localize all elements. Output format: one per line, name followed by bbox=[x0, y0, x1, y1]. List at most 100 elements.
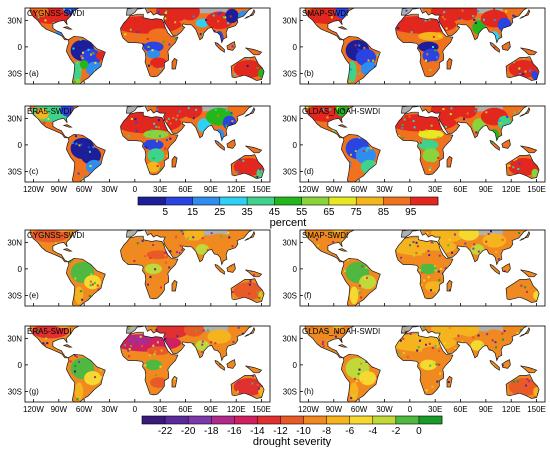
value-patch bbox=[80, 146, 102, 165]
speckle bbox=[518, 231, 521, 234]
lon-tick-label: 60W bbox=[351, 185, 368, 194]
coastline-sa bbox=[66, 353, 106, 402]
speckle bbox=[404, 330, 407, 333]
speckle bbox=[410, 31, 413, 34]
speckle bbox=[42, 234, 45, 237]
speckle bbox=[142, 43, 145, 46]
speckle bbox=[506, 115, 509, 118]
coastline-japan bbox=[244, 9, 256, 19]
coastline-japan bbox=[244, 231, 256, 241]
speckle bbox=[90, 273, 93, 276]
lat-tick-label: 30S bbox=[283, 291, 297, 300]
speckle bbox=[405, 9, 408, 12]
speckle bbox=[431, 241, 434, 244]
speckle bbox=[154, 268, 157, 271]
colorbar-frame bbox=[137, 196, 439, 206]
lat-tick-label: 30S bbox=[283, 69, 297, 78]
speckle bbox=[445, 240, 448, 243]
value-patch bbox=[314, 92, 351, 106]
speckle bbox=[403, 329, 406, 332]
speckle bbox=[259, 73, 262, 76]
colorbar-tick-label: -6 bbox=[345, 426, 354, 437]
speckle bbox=[192, 15, 195, 18]
speckle bbox=[514, 15, 517, 18]
speckle bbox=[79, 290, 82, 293]
lat-tick-label: 30S bbox=[8, 69, 22, 78]
speckle bbox=[210, 232, 213, 235]
speckle bbox=[76, 398, 79, 401]
speckle bbox=[74, 354, 77, 357]
speckle bbox=[426, 53, 429, 56]
value-patch bbox=[419, 263, 437, 275]
speckle bbox=[395, 344, 398, 347]
speckle bbox=[358, 368, 361, 371]
coastline-sa bbox=[66, 133, 106, 182]
speckle bbox=[436, 346, 439, 349]
speckle bbox=[448, 327, 451, 330]
panel-title: GLDAS_NOAH-SWDI bbox=[302, 327, 380, 336]
lon-tick-label: 0 bbox=[133, 405, 138, 414]
speckle bbox=[365, 360, 368, 363]
speckle bbox=[308, 106, 311, 109]
speckle bbox=[159, 67, 162, 70]
speckle bbox=[153, 122, 156, 125]
value-patch bbox=[150, 281, 167, 292]
value-patch bbox=[182, 106, 203, 119]
speckle bbox=[232, 340, 235, 343]
value-patch bbox=[508, 158, 540, 176]
speckle bbox=[217, 20, 220, 23]
value-patch bbox=[207, 329, 232, 344]
speckle bbox=[499, 122, 502, 125]
speckle bbox=[172, 116, 175, 119]
speckle bbox=[169, 122, 172, 125]
coastline-madag bbox=[171, 375, 178, 388]
colorbar-swatch bbox=[395, 416, 420, 424]
speckle bbox=[38, 13, 41, 16]
coastline-madag bbox=[446, 57, 453, 70]
speckle bbox=[37, 16, 40, 19]
speckle bbox=[129, 28, 132, 31]
speckle bbox=[506, 164, 509, 167]
speckle bbox=[357, 289, 360, 292]
value-patch bbox=[147, 148, 165, 163]
coastline-uk bbox=[405, 314, 411, 321]
speckle bbox=[447, 381, 450, 384]
value-patch bbox=[422, 48, 440, 63]
value-patch bbox=[359, 371, 377, 386]
speckle bbox=[237, 326, 240, 329]
masked-area bbox=[185, 8, 228, 14]
speckle bbox=[338, 232, 341, 235]
coastline-japan bbox=[519, 9, 531, 19]
coastline-au bbox=[505, 278, 540, 303]
colorbar-tick-label: 0 bbox=[416, 426, 422, 437]
speckle bbox=[403, 118, 406, 121]
speckle bbox=[214, 342, 217, 345]
speckle bbox=[222, 16, 225, 19]
lat-tick-label: 30N bbox=[7, 238, 22, 247]
speckle bbox=[472, 247, 475, 250]
speckle bbox=[526, 378, 529, 381]
speckle bbox=[434, 345, 437, 348]
speckle bbox=[252, 108, 255, 111]
lon-tick-label: 120E bbox=[227, 185, 246, 194]
speckle bbox=[80, 143, 83, 146]
colorbar-tick-label: -10 bbox=[296, 426, 311, 437]
coastline-au bbox=[230, 278, 265, 303]
lon-tick-label: 60W bbox=[76, 405, 93, 414]
speckle bbox=[401, 126, 404, 129]
lat-tick-label: 30N bbox=[282, 334, 297, 343]
speckle bbox=[419, 269, 422, 272]
speckle bbox=[363, 277, 366, 280]
speckle bbox=[201, 237, 204, 240]
speckle bbox=[374, 163, 377, 166]
speckle bbox=[248, 292, 251, 295]
speckle bbox=[206, 329, 209, 332]
coastline-cuba bbox=[337, 124, 348, 128]
coastline-sa bbox=[341, 257, 381, 306]
speckle bbox=[159, 167, 162, 170]
speckle bbox=[164, 12, 167, 15]
speckle bbox=[200, 352, 203, 355]
speckle bbox=[253, 273, 256, 276]
